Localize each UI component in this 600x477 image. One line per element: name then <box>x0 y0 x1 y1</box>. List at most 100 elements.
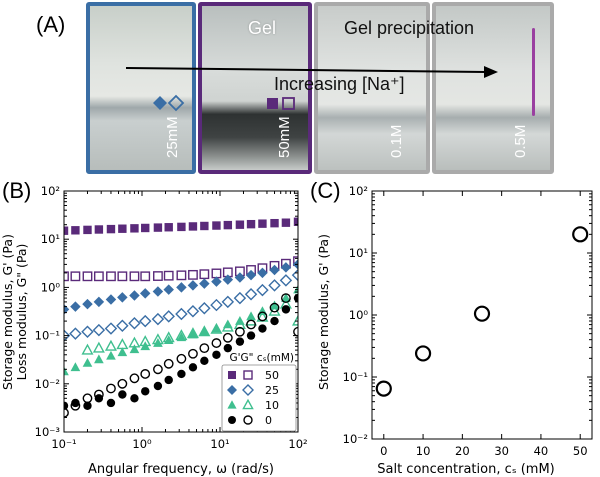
chart-b-point <box>106 224 116 234</box>
chart-b-points <box>64 217 298 418</box>
chart-b-point <box>82 271 93 282</box>
chart-b-point <box>164 223 173 232</box>
chart-b-point <box>70 301 81 312</box>
chart-b-point <box>64 271 69 282</box>
chart-b-point <box>106 383 116 394</box>
chart-b-point <box>246 331 256 340</box>
chart-b-point <box>177 222 186 232</box>
chart-b-point <box>198 325 211 337</box>
chart-b-legend-marker <box>228 416 236 424</box>
chart-b-point <box>280 262 292 273</box>
chart-c-xtick-label: 40 <box>534 444 549 458</box>
chart-b-point <box>153 223 163 232</box>
chart-b-point <box>129 373 140 384</box>
chart-b-series-7 <box>64 293 298 418</box>
chart-b-legend-marker <box>242 384 254 396</box>
vial-marker-50mm <box>267 97 295 110</box>
chart-b-point <box>176 353 187 364</box>
chart-b-point <box>118 390 127 399</box>
chart-b-xtick-label: 10¹ <box>210 437 229 451</box>
chart-b-point <box>210 298 223 312</box>
vial-0-5m: 0.5M <box>432 2 554 174</box>
chart-c-ytick-label: 10² <box>349 184 368 198</box>
chart-b-point <box>128 317 141 330</box>
chart-b-ytick-label: 10⁻³ <box>35 425 61 439</box>
chart-b-point <box>117 347 128 357</box>
chart-b-point <box>130 224 139 233</box>
chart-b-point <box>64 366 69 376</box>
chart-b-frame <box>63 190 299 433</box>
chart-c-xlabel: Salt concentration, cₛ (mM) <box>377 462 555 477</box>
chart-b-point <box>222 332 233 343</box>
chart-b-point <box>69 327 82 340</box>
chart-b-series-3 <box>64 268 298 342</box>
vial-marker-25mm <box>153 94 185 112</box>
chart-b-point <box>105 294 117 305</box>
chart-b-point <box>117 292 128 303</box>
chart-b-point <box>153 271 163 281</box>
chart-b-point <box>200 221 209 231</box>
vial-50mm: 50mM <box>198 2 312 174</box>
chart-b-point <box>83 225 92 235</box>
chart-b-series-2 <box>64 259 298 315</box>
chart-b-point <box>104 339 117 351</box>
chart-b-point <box>212 221 221 230</box>
chart-b-point <box>198 301 211 315</box>
chart-c-xtick-label: 50 <box>573 444 588 458</box>
chart-b-point <box>211 338 222 348</box>
chart-b-point <box>175 307 188 321</box>
chart-b-point <box>188 329 198 339</box>
chart-b-point <box>141 387 150 396</box>
chart-b-point <box>186 305 200 318</box>
chart-b-point <box>141 223 150 233</box>
chart-b-ylabel-1: Storage modulus, G' (Pa) <box>0 234 15 390</box>
chart-b-point <box>199 343 210 354</box>
chart-b-point <box>221 295 235 309</box>
chart-b-point <box>163 358 174 369</box>
chart-b-point <box>212 350 221 359</box>
chart-b-point <box>152 286 164 297</box>
chart-b-point <box>82 357 93 367</box>
chart-b-point <box>233 291 247 305</box>
chart-b-legend-entry: 25 <box>265 384 279 397</box>
chart-b-point <box>94 225 104 234</box>
chart-b-ylabel-2: Loss modulus, G" (Pa) <box>14 244 29 381</box>
panel-label-b: (B) <box>2 178 32 203</box>
chart-b-point <box>153 338 163 347</box>
chart-b-point <box>164 375 173 385</box>
chart-b-point <box>293 217 298 226</box>
chart-b-point <box>106 350 116 360</box>
chart-b-point <box>64 407 69 418</box>
chart-b-ytick-label: 10¹ <box>41 232 60 246</box>
chart-b-point <box>153 364 163 375</box>
gel-label: Gel <box>248 18 277 38</box>
chart-b-point <box>258 324 267 333</box>
chart-b-legend-marker <box>227 400 237 409</box>
chart-b-point <box>199 278 210 289</box>
panel-label-c: (C) <box>310 178 341 203</box>
chart-b-point <box>291 268 298 282</box>
chart-b-ytick-label: 10⁻¹ <box>35 329 60 343</box>
chart-b-point <box>293 284 298 294</box>
increasing-arrow <box>125 66 498 78</box>
chart-c-xtick-label: 20 <box>455 444 470 458</box>
chart-b-point <box>199 326 210 336</box>
chart-b-point <box>128 336 141 348</box>
chart-b-point <box>258 219 267 228</box>
chart-b-point <box>188 222 198 231</box>
chart-b-point <box>223 343 233 353</box>
chart-b-point <box>268 279 281 292</box>
chart-b-xtick-label: 10² <box>288 437 307 451</box>
chart-b-legend-entry: 0 <box>265 414 272 427</box>
chart-b-series-0 <box>64 217 298 235</box>
chart-b-point <box>162 331 175 343</box>
chart-b-point <box>93 271 104 282</box>
chart-b-point <box>140 271 151 282</box>
chart-b-series-5 <box>81 297 298 355</box>
vial-25mm: 25mM <box>86 2 196 174</box>
chart-b-point <box>200 356 209 366</box>
chart-b-point <box>291 314 298 326</box>
chart-b-point <box>81 343 94 355</box>
vial-0-1m: 0.1M <box>314 2 430 174</box>
chart-b-point <box>92 323 106 337</box>
